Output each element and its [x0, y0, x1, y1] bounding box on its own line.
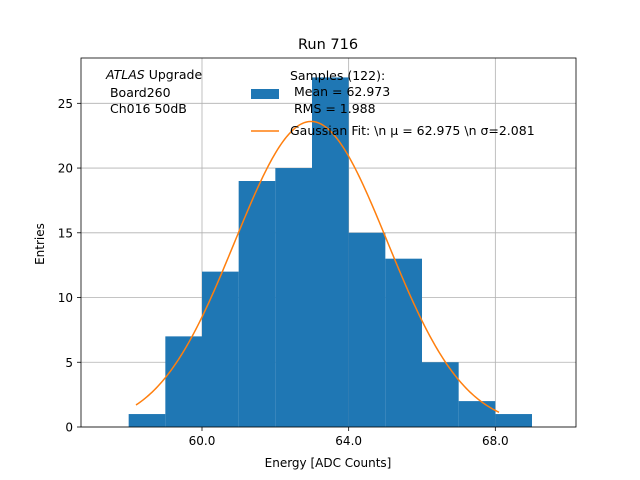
x-tick-label: 64.0 [335, 434, 362, 448]
legend-samples-line: Mean = 62.973 [290, 84, 390, 99]
chart-title: Run 716 [298, 37, 358, 53]
y-tick-label: 10 [58, 291, 73, 305]
plot-frame [80, 57, 577, 428]
histogram-bars [128, 77, 532, 428]
svg-text:ATLAS Upgrade: ATLAS Upgrade [105, 67, 202, 82]
y-axis-ticks: 0 5 10 15 20 25 [58, 97, 81, 435]
y-tick-label: 25 [58, 97, 73, 111]
legend-fit-label: Gaussian Fit: \n μ = 62.975 \n σ=2.081 [290, 123, 535, 138]
annotation-italic: ATLAS [105, 67, 145, 82]
legend: Samples (122): Mean = 62.973 RMS = 1.988… [251, 68, 535, 138]
y-tick-label: 15 [58, 226, 73, 240]
x-tick-label: 60.0 [189, 434, 216, 448]
x-axis-label: Energy [ADC Counts] [265, 456, 392, 470]
histogram-bar [312, 77, 349, 427]
histogram-bar [385, 258, 422, 427]
histogram-bar [348, 232, 386, 427]
annotation-line: Board260 [106, 85, 171, 100]
histogram-bar [128, 414, 166, 427]
y-axis-label: Entries [33, 223, 47, 265]
y-tick-label: 5 [65, 356, 73, 370]
legend-samples-line: RMS = 1.988 [290, 101, 376, 116]
legend-samples-line: Samples (122): [290, 68, 385, 83]
annotation-rest: Upgrade [145, 67, 203, 82]
histogram-bar [238, 181, 276, 427]
histogram-bar [202, 271, 239, 427]
legend-samples-patch [251, 89, 279, 99]
y-tick-label: 20 [58, 162, 73, 176]
x-tick-label: 68.0 [482, 434, 509, 448]
atlas-annotation: ATLAS Upgrade Board260 Ch016 50dB [105, 67, 202, 116]
histogram-bar [495, 414, 532, 427]
histogram-bar [458, 401, 496, 427]
annotation-line: Ch016 50dB [106, 101, 187, 116]
x-axis-ticks: 60.0 64.0 68.0 [189, 427, 509, 448]
histogram-bar [275, 168, 312, 428]
gaussian-fit-curve [135, 120, 500, 413]
y-tick-label: 0 [65, 421, 73, 435]
